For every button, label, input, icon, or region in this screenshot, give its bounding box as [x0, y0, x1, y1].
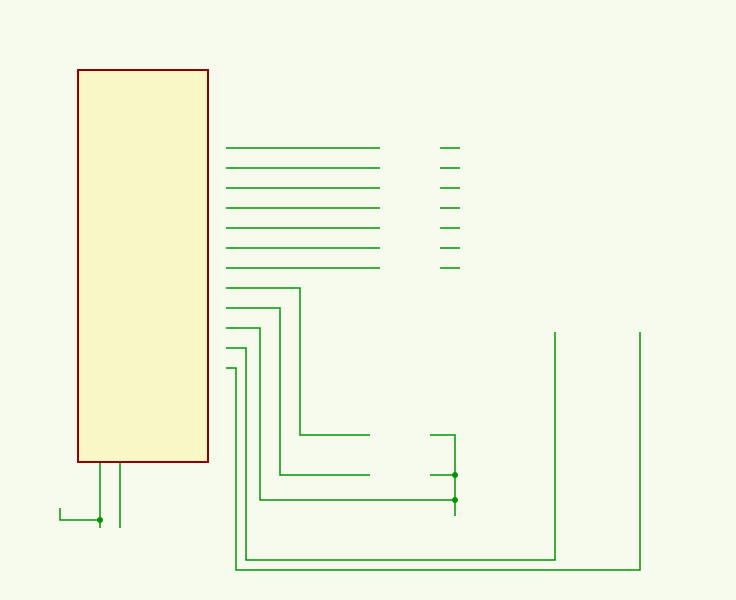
wire	[226, 288, 370, 435]
junction	[97, 517, 103, 523]
wire	[430, 435, 455, 500]
schematic-canvas	[0, 0, 736, 600]
wire	[60, 508, 100, 520]
junction	[452, 497, 458, 503]
wire	[226, 308, 370, 475]
junction	[452, 472, 458, 478]
arduino-body	[78, 70, 208, 462]
wire	[226, 332, 555, 560]
wire	[226, 332, 640, 570]
wire	[226, 328, 455, 500]
